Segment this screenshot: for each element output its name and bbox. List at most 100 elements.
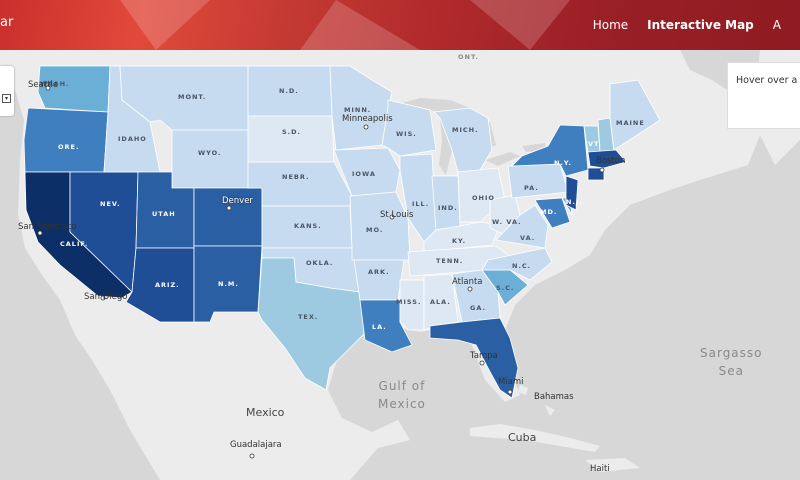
bahamas-islands: [518, 385, 555, 416]
nav-interactive-map[interactable]: Interactive Map: [647, 18, 754, 32]
nav-home[interactable]: Home: [592, 18, 629, 32]
sea-label-sargasso: Sargasso Sea: [700, 346, 763, 378]
state-label-minn: MINN.: [344, 106, 372, 114]
state-label-idaho: IDAHO: [118, 135, 147, 143]
city-markers: [37, 85, 605, 459]
state-label-nj: N.J.: [566, 198, 583, 206]
marker-st-louis[interactable]: [389, 214, 395, 220]
state-label-ill: ILL.: [412, 200, 430, 208]
city-label-boston: Boston: [596, 156, 626, 166]
province-label-ont: ONT.: [458, 53, 479, 61]
state-label-wis: WIS.: [396, 130, 417, 138]
state-regions[interactable]: [23, 65, 661, 399]
state-new-jersey[interactable]: [565, 175, 579, 211]
state-massachusetts[interactable]: [587, 149, 627, 169]
hispaniola-island: [585, 458, 640, 472]
city-label-atlanta: Atlanta: [452, 277, 483, 287]
state-label-ohio: OHIO: [472, 194, 495, 202]
city-label-san-diego: San Diego: [84, 292, 128, 302]
state-label-tenn: TENN.: [436, 257, 464, 265]
state-label-sc: S.C.: [496, 284, 515, 292]
state-pennsylvania[interactable]: [507, 163, 569, 199]
state-label-ky: KY.: [452, 237, 467, 245]
country-label-mexico: Mexico: [246, 406, 285, 419]
info-panel: Hover over a re: [727, 62, 800, 129]
state-florida[interactable]: [429, 317, 519, 399]
state-label-wva: W. VA.: [492, 218, 522, 226]
state-label-mich: MICH.: [452, 126, 479, 134]
marker-san-diego[interactable]: [100, 295, 106, 301]
state-texas[interactable]: [257, 257, 365, 391]
marker-tampa[interactable]: [479, 360, 485, 366]
state-label-md: MD.: [540, 208, 558, 216]
lake-erie: [485, 152, 520, 166]
city-label-denver: Denver: [222, 196, 253, 206]
nav-more[interactable]: A: [772, 18, 781, 32]
site-brand[interactable]: ar: [0, 15, 14, 30]
state-label-nev: NEV.: [100, 200, 121, 208]
marker-minneapolis[interactable]: [363, 124, 369, 130]
state-label-pa: PA.: [524, 184, 539, 192]
sea-label-gulf-of-mexico: Gulf of Mexico: [378, 379, 426, 411]
state-label-maine: MAINE: [616, 119, 645, 127]
state-mississippi[interactable]: [399, 279, 425, 331]
marker-san-francisco[interactable]: [37, 230, 43, 236]
state-oregon[interactable]: [23, 107, 109, 173]
city-label-miami: Miami: [498, 377, 524, 387]
header-decoration: [300, 0, 420, 50]
interactive-choropleth-map[interactable]: WASH. ORE. CALIF. NEV. IDAHO MONT. WYO. …: [0, 50, 800, 480]
state-virginia[interactable]: [495, 204, 549, 249]
state-maine[interactable]: [609, 79, 661, 151]
state-label-ind: IND.: [438, 204, 458, 212]
state-label-nc: N.C.: [512, 262, 532, 270]
layer-toggle-icon[interactable]: ▾: [2, 94, 11, 103]
state-iowa[interactable]: [333, 147, 401, 197]
state-label-nebr: NEBR.: [282, 173, 310, 181]
state-label-miss: MISS.: [396, 298, 422, 306]
state-label-wash: WASH.: [40, 80, 70, 88]
city-label-seattle: Seattle: [28, 80, 59, 90]
state-label-nm: N.M.: [218, 280, 239, 288]
state-label-iowa: IOWA: [352, 170, 376, 178]
state-georgia[interactable]: [451, 269, 501, 323]
state-arkansas[interactable]: [353, 259, 405, 301]
state-south-dakota[interactable]: [247, 115, 335, 163]
state-label-ny: N.Y.: [554, 159, 573, 167]
country-label-cuba: Cuba: [508, 431, 537, 444]
marker-guadalajara[interactable]: [249, 453, 255, 459]
header-decoration: [470, 0, 570, 50]
state-label-mont: MONT.: [178, 93, 207, 101]
state-wisconsin[interactable]: [381, 99, 437, 157]
city-label-guadalajara: Guadalajara: [230, 440, 282, 450]
state-label-ore: ORE.: [58, 143, 80, 151]
state-indiana[interactable]: [431, 175, 461, 231]
state-label-vt: VT.: [588, 140, 602, 148]
state-label-ala: ALA.: [430, 298, 451, 306]
state-nebraska[interactable]: [247, 161, 353, 207]
marker-miami[interactable]: [507, 389, 513, 395]
main-nav: Home Interactive Map A: [593, 0, 800, 50]
baja-peninsula: [95, 305, 170, 432]
marker-boston[interactable]: [599, 167, 605, 173]
marker-atlanta[interactable]: [467, 286, 473, 292]
state-label-kans: KANS.: [294, 222, 322, 230]
map-layer-control[interactable]: ▾: [0, 66, 14, 116]
state-label-ark: ARK.: [368, 268, 390, 276]
marker-denver[interactable]: [226, 205, 232, 211]
city-label-tampa: Tampa: [470, 351, 498, 361]
top-navigation-bar: ar Home Interactive Map A: [0, 0, 800, 50]
state-label-wyo: WYO.: [198, 149, 222, 157]
state-label-calif: CALIF.: [60, 240, 89, 248]
state-label-ariz: ARIZ.: [155, 281, 180, 289]
info-panel-text: Hover over a re: [736, 75, 800, 86]
state-label-va: VA.: [520, 234, 536, 242]
state-maryland[interactable]: [534, 197, 571, 229]
city-label-st-louis: St Louis: [380, 210, 414, 220]
city-label-haiti: Haiti: [590, 464, 610, 474]
state-wyoming[interactable]: [171, 129, 249, 189]
state-label-la: LA.: [372, 323, 387, 331]
map-canvas[interactable]: [0, 50, 800, 480]
state-label-mo: MO.: [366, 226, 384, 234]
marker-seattle[interactable]: [45, 85, 51, 91]
state-label-okla: OKLA.: [306, 259, 334, 267]
